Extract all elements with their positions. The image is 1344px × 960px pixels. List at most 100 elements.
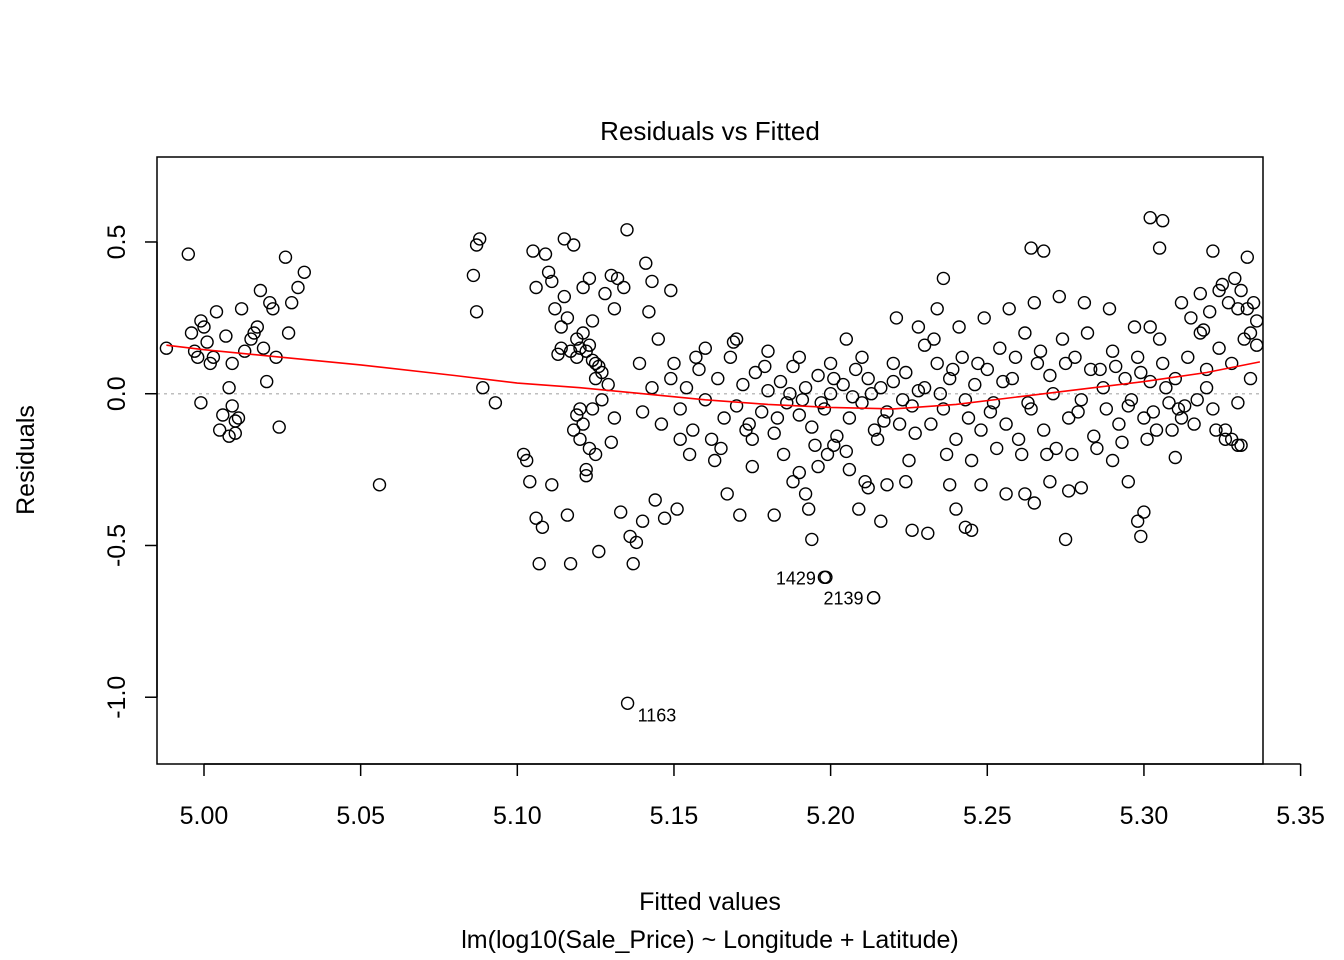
data-point [285, 296, 299, 310]
data-point [842, 462, 857, 477]
data-point [469, 238, 484, 252]
data-point [892, 417, 907, 431]
data-point [1193, 326, 1208, 340]
data-point [939, 447, 954, 462]
data-point [570, 408, 584, 422]
data-point [917, 338, 932, 352]
data-point [1043, 475, 1057, 489]
data-point [745, 459, 759, 474]
data-point [908, 426, 922, 440]
y-tick-label: 0.5 [103, 225, 131, 260]
data-point [820, 447, 835, 462]
x-tick-label: 5.15 [650, 802, 699, 830]
data-point [673, 402, 687, 416]
data-point [1202, 305, 1217, 319]
data-point [783, 387, 797, 401]
data-point [1090, 441, 1104, 456]
data-point [858, 475, 872, 489]
data-point [244, 332, 258, 346]
data-point [1221, 296, 1236, 310]
data-point [977, 311, 991, 325]
data-point [952, 320, 966, 334]
data-point [1121, 399, 1136, 413]
data-point [927, 332, 941, 346]
data-point [488, 396, 503, 410]
data-point [1143, 210, 1157, 225]
data-point [667, 356, 681, 371]
data-point [1121, 475, 1136, 489]
data-point [874, 381, 888, 395]
data-point [1130, 514, 1145, 528]
data-point [219, 329, 233, 343]
x-tick-label: 5.20 [806, 802, 855, 830]
data-point [614, 505, 628, 519]
data-point [607, 411, 622, 425]
data-point [911, 320, 926, 334]
data-point [557, 232, 571, 246]
data-point [795, 393, 810, 407]
data-point [980, 362, 994, 377]
data-point [576, 326, 590, 340]
data-point [184, 326, 199, 340]
data-point [1199, 381, 1214, 395]
data-point [545, 478, 559, 492]
data-point [968, 377, 982, 392]
data-point [827, 438, 841, 452]
data-point [1036, 423, 1051, 437]
data-point [598, 286, 612, 301]
data-point [1061, 411, 1076, 425]
data-point [692, 362, 706, 377]
data-point [576, 417, 590, 431]
data-point [792, 350, 806, 364]
data-point [1168, 450, 1183, 465]
data-point [999, 487, 1013, 501]
data-point [159, 341, 174, 355]
data-point [1243, 371, 1258, 386]
data-point [798, 487, 813, 501]
data-point [642, 305, 656, 319]
data-point [200, 335, 214, 349]
data-point [761, 384, 775, 398]
data-point [1074, 481, 1089, 495]
data-point [1224, 356, 1239, 371]
data-point [1018, 487, 1032, 501]
x-tick-label: 5.05 [336, 802, 385, 830]
data-point [1137, 505, 1151, 519]
data-point [1234, 438, 1248, 452]
data-point [541, 265, 556, 279]
data-point [588, 356, 603, 371]
data-point [874, 514, 888, 528]
data-point [588, 447, 603, 462]
data-point [466, 268, 481, 283]
data-point [852, 502, 866, 516]
data-point [1008, 350, 1023, 364]
data-point [855, 350, 869, 364]
data-point [819, 570, 833, 584]
data-point [1033, 344, 1048, 358]
data-point [808, 438, 822, 452]
data-point [1187, 417, 1201, 431]
point-label-1163: 1163 [638, 705, 677, 725]
data-point [231, 411, 246, 425]
data-point [899, 475, 913, 489]
data-point [557, 289, 571, 304]
data-point [209, 305, 224, 319]
data-point [729, 399, 744, 413]
data-point [190, 350, 205, 364]
data-point [1102, 302, 1117, 316]
data-point [839, 444, 853, 459]
data-point [805, 532, 819, 547]
data-point [529, 511, 543, 525]
data-point [664, 283, 678, 298]
data-point [1058, 356, 1073, 371]
data-point [1134, 529, 1148, 544]
data-point [554, 341, 568, 355]
data-point [714, 441, 728, 456]
data-point [921, 526, 935, 540]
data-point [767, 426, 781, 440]
data-point [664, 371, 678, 386]
data-point [736, 377, 750, 392]
data-point [1087, 429, 1101, 443]
data-point [1165, 423, 1179, 437]
